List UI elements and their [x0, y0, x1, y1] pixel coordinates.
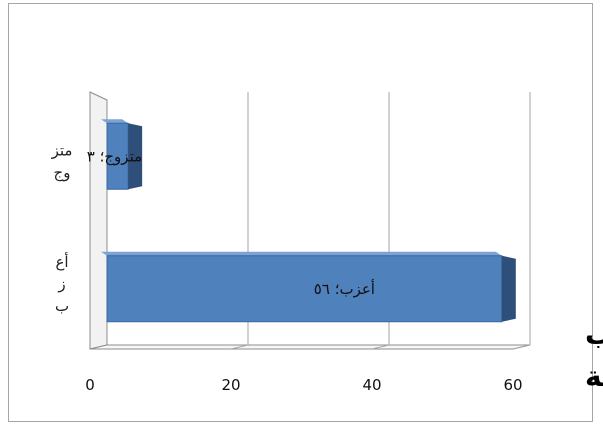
category-label: ب	[55, 297, 69, 315]
x-tick-label: 20	[221, 376, 240, 394]
floor	[89, 344, 531, 350]
bar-top-face	[101, 119, 129, 124]
bar	[106, 255, 503, 323]
category-label: متز	[51, 141, 73, 159]
data-labels: أعزب؛ ٥٦ متزوج؛ ٣	[87, 147, 375, 298]
bar-end-face	[501, 255, 516, 322]
bar-end-face	[128, 123, 143, 190]
chart-walls	[89, 91, 531, 350]
category-label: وج	[54, 163, 71, 182]
side-wall	[89, 91, 108, 350]
data-label: أعزب؛ ٥٦	[314, 279, 375, 298]
gridline-floor	[230, 344, 249, 350]
chart-title: توزيع أفراد العينة حسسب الحالة الاجتماعية	[585, 316, 603, 393]
category-label: ز	[57, 275, 65, 293]
title-line: توزيع أفراد العينة حسسب	[585, 316, 603, 351]
category-label: أع	[55, 252, 68, 271]
bar-top-face	[101, 251, 502, 256]
x-tick-label: 60	[503, 376, 522, 394]
x-tick-label: 40	[362, 376, 381, 394]
gridline-floor	[512, 344, 531, 350]
x-tick-label: 0	[85, 376, 95, 394]
x-tick-labels: 0 20 40 60	[85, 376, 522, 394]
gridline-floor	[371, 344, 390, 350]
data-label: متزوج؛ ٣	[87, 147, 142, 166]
chart-bars	[101, 119, 516, 323]
category-labels: أع زب متز وج	[51, 141, 73, 315]
title-line: الحالة الاجتماعية	[585, 360, 603, 393]
